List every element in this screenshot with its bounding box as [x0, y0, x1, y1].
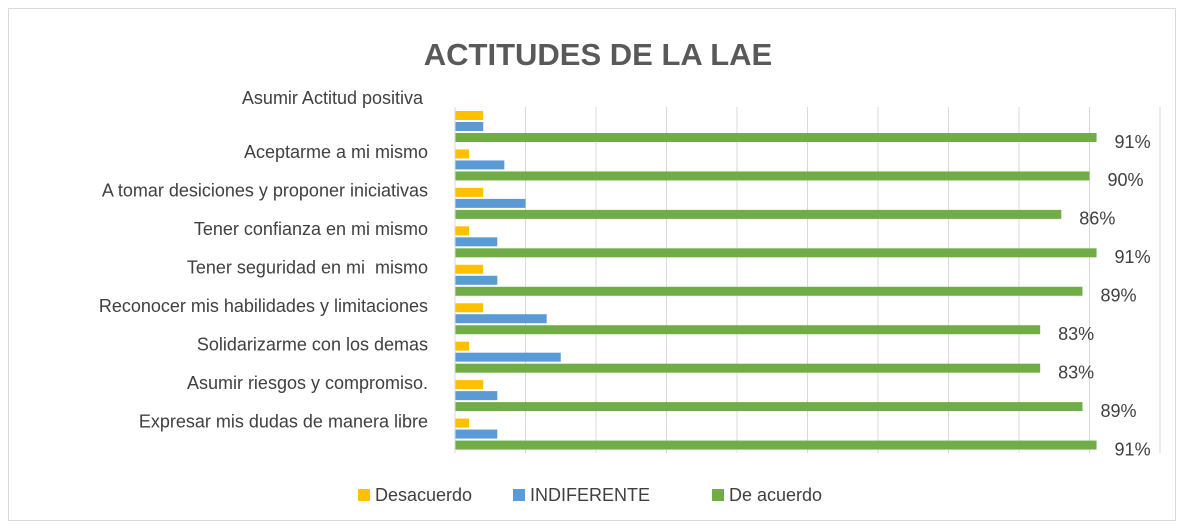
bar: [455, 248, 1097, 258]
chart-border: [8, 8, 1176, 521]
bar: [455, 133, 1097, 142]
bar: [455, 402, 1083, 412]
bar: [455, 325, 1041, 335]
category-label: A tomar desiciones y proponer iniciativa…: [102, 181, 428, 201]
category-label: Aceptarme a mi mismo: [244, 142, 428, 162]
legend-swatch: [358, 489, 370, 501]
category-label: Tener seguridad en mi mismo: [187, 258, 428, 278]
chart-title: ACTITUDES DE LA LAE: [424, 37, 772, 72]
bar: [455, 111, 484, 120]
bar: [455, 380, 484, 390]
data-label: 83%: [1058, 362, 1094, 382]
bar: [455, 303, 484, 313]
bar: [455, 171, 1090, 181]
bar: [455, 275, 498, 285]
category-label: Solidarizarme con los demas: [197, 334, 428, 354]
bar: [455, 149, 470, 159]
bar: [455, 341, 470, 351]
bar: [455, 209, 1062, 219]
legend-swatch: [712, 489, 724, 501]
bar: [455, 226, 470, 236]
data-label: 91%: [1115, 132, 1151, 152]
bar: [455, 237, 498, 247]
data-label: 89%: [1100, 401, 1136, 421]
bar: [455, 429, 498, 439]
bar: [455, 286, 1083, 296]
data-label: 83%: [1058, 324, 1094, 344]
bar: [455, 352, 561, 362]
category-label: Asumir Actitud positiva: [242, 88, 428, 108]
legend-label: De acuerdo: [729, 485, 822, 505]
legend-label: Desacuerdo: [375, 485, 472, 505]
data-label: 89%: [1100, 286, 1136, 306]
bar: [455, 314, 547, 324]
bar: [455, 418, 470, 428]
data-label: 90%: [1108, 170, 1144, 190]
bar: [455, 363, 1041, 373]
bar: [455, 264, 484, 274]
bar: [455, 187, 484, 197]
bar: [455, 391, 498, 401]
bar: [455, 160, 505, 170]
category-label: Tener confianza en mi mismo: [194, 219, 428, 239]
data-label: 91%: [1115, 439, 1151, 459]
category-label: Asumir riesgos y compromiso.: [187, 373, 428, 393]
category-label: Expresar mis dudas de manera libre: [139, 411, 428, 431]
category-label: Reconocer mis habilidades y limitaciones: [99, 296, 428, 316]
bar: [455, 198, 526, 208]
data-label: 86%: [1079, 209, 1115, 229]
legend-swatch: [513, 489, 525, 501]
bar: [455, 440, 1097, 450]
legend-label: INDIFERENTE: [530, 485, 650, 505]
data-label: 91%: [1115, 247, 1151, 267]
bar: [455, 122, 484, 131]
